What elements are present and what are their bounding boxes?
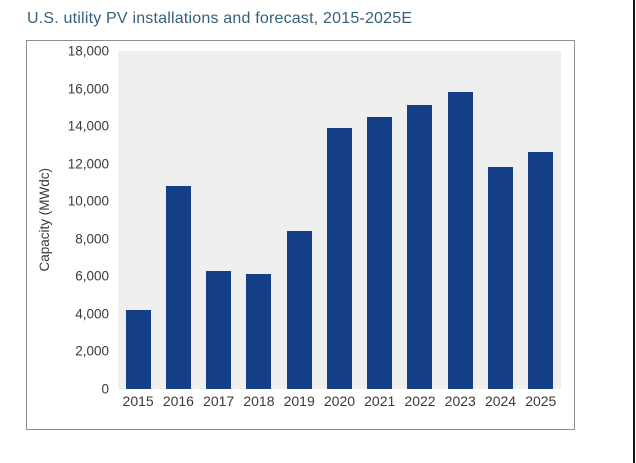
bar-2023 <box>447 92 473 389</box>
bar-2019 <box>286 231 312 389</box>
x-tick-label: 2018 <box>243 393 275 409</box>
bar-2024 <box>488 167 514 389</box>
x-tick-label: 2023 <box>444 393 476 409</box>
chart-title: U.S. utility PV installations and foreca… <box>27 10 413 27</box>
bar-slot <box>199 51 239 389</box>
right-edge-line <box>633 0 635 463</box>
y-tick-label: 4,000 <box>75 306 109 322</box>
bar-2018 <box>246 274 272 389</box>
x-tick-label: 2015 <box>122 393 154 409</box>
y-tick-label: 2,000 <box>75 343 109 359</box>
x-tick-label: 2024 <box>484 393 517 409</box>
x-axis-labels: 2015 2016 2017 2018 2019 2020 2021 2022 2023 2024… <box>118 393 561 409</box>
y-tick-label: 10,000 <box>67 193 109 209</box>
bar-slot <box>118 51 158 389</box>
y-tick-label: 0 <box>101 381 109 397</box>
y-tick-label: 12,000 <box>67 156 109 172</box>
bar-slot <box>319 51 359 389</box>
bar-2016 <box>165 186 191 389</box>
y-tick-label: 8,000 <box>75 231 109 247</box>
x-tick-label: 2022 <box>404 393 436 409</box>
x-tick-label: 2017 <box>203 393 235 409</box>
y-axis-title: Capacity (MWdc) <box>36 168 52 272</box>
bar-2020 <box>326 128 352 389</box>
x-tick-label: 2020 <box>323 393 356 409</box>
x-tick-label: 2019 <box>283 393 315 409</box>
bar-slot <box>239 51 279 389</box>
y-tick-label: 16,000 <box>67 81 109 97</box>
plot-area <box>118 51 561 389</box>
bar-2015 <box>125 310 151 389</box>
y-tick-label: 18,000 <box>67 43 109 59</box>
y-tick-label: 14,000 <box>67 118 109 134</box>
bar-slot <box>279 51 319 389</box>
bar-2021 <box>367 116 393 389</box>
y-axis-ticks: 0 2,000 4,000 6,000 8,000 10,000 12,000 14,000 1… <box>55 44 111 397</box>
bar-slot <box>521 51 561 389</box>
bar-2022 <box>407 105 433 389</box>
bar-slot <box>158 51 198 389</box>
x-tick-label: 2025 <box>525 393 557 409</box>
bar-2017 <box>206 270 232 389</box>
y-tick-label: 6,000 <box>75 268 109 284</box>
bar-slot <box>400 51 440 389</box>
x-tick-label: 2021 <box>364 393 396 409</box>
x-tick-label: 2016 <box>162 393 194 409</box>
bar-slot <box>440 51 480 389</box>
bar-2025 <box>528 152 554 389</box>
chart-frame: Capacity (MWdc) 0 2,000 4,000 6,000 8,000 10,… <box>26 40 575 430</box>
bar-slot <box>360 51 400 389</box>
bar-slot <box>480 51 520 389</box>
